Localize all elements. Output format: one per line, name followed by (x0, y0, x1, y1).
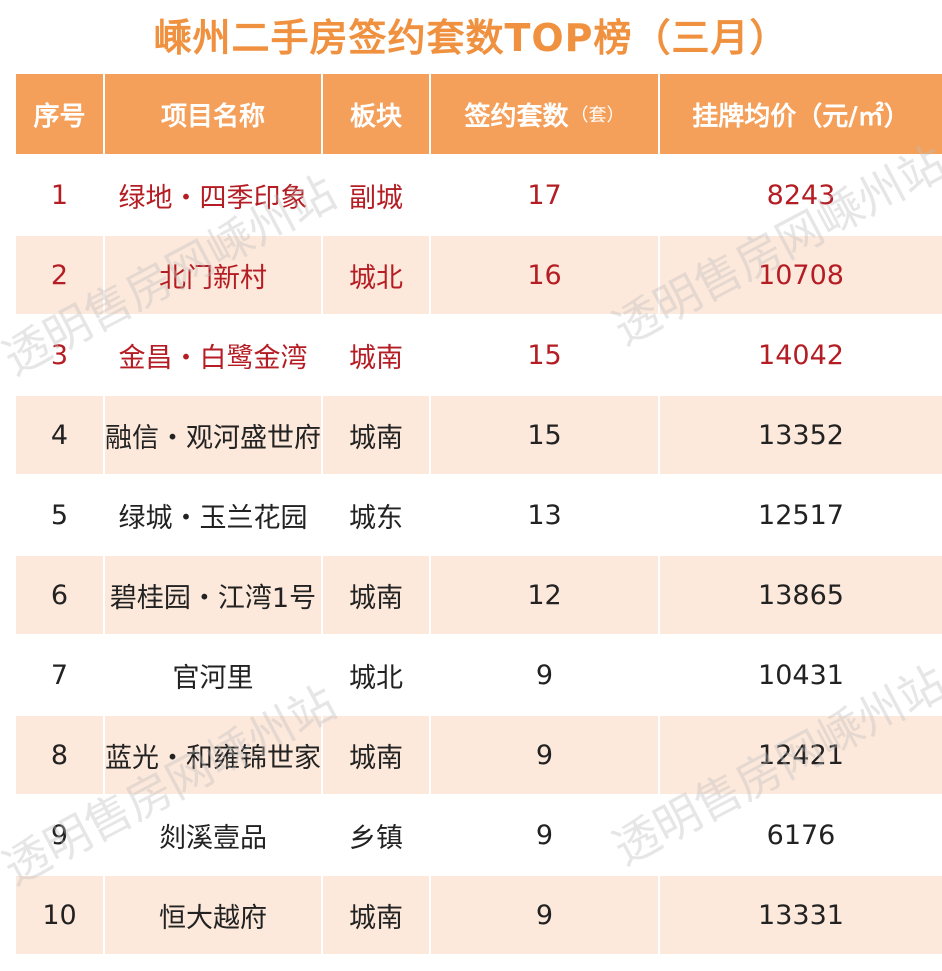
row-district: 城南 (323, 316, 431, 394)
row-district: 城北 (323, 636, 431, 714)
table-row: 2 北门新村 城北 16 10708 (16, 236, 942, 316)
row-index: 5 (16, 476, 105, 554)
table-row: 3 金昌・白鹭金湾 城南 15 14042 (16, 316, 942, 396)
row-price: 13865 (758, 579, 844, 611)
header-project: 项目名称 (105, 74, 323, 154)
header-count-unit: （套） (570, 105, 625, 126)
page-title: 嵊州二手房签约套数TOP榜（三月） (153, 16, 789, 60)
header-index: 序号 (16, 74, 105, 154)
row-district: 乡镇 (323, 796, 431, 874)
row-count: 9 (431, 796, 660, 874)
row-price: 13352 (758, 419, 844, 451)
row-count: 15 (431, 396, 660, 474)
row-price: 10431 (758, 659, 844, 691)
row-index: 10 (16, 876, 105, 954)
table-row: 7 官河里 城北 9 10431 (16, 636, 942, 716)
header-price: 挂牌均价（元/㎡） (692, 101, 910, 132)
table-row: 6 碧桂园・江湾1号 城南 12 13865 (16, 556, 942, 636)
row-project: 绿城・玉兰花园 (105, 476, 323, 554)
row-project: 蓝光・和雍锦世家 (105, 716, 323, 794)
ranking-table: 序号 项目名称 板块 签约套数 （套） 挂牌均价（元/㎡） 1 绿地・四季印象 副… (16, 74, 942, 956)
row-index: 7 (16, 636, 105, 714)
row-count: 13 (431, 476, 660, 554)
row-project: 金昌・白鹭金湾 (105, 316, 323, 394)
row-index: 1 (16, 156, 105, 234)
row-price: 6176 (766, 819, 836, 851)
row-project: 绿地・四季印象 (105, 156, 323, 234)
header-count: 签约套数 （套） (431, 74, 660, 154)
row-price: 13331 (758, 899, 844, 931)
table-row: 5 绿城・玉兰花园 城东 13 12517 (16, 476, 942, 556)
row-project: 北门新村 (105, 236, 323, 314)
row-district: 城南 (323, 876, 431, 954)
row-count: 9 (431, 876, 660, 954)
row-project: 恒大越府 (105, 876, 323, 954)
row-count: 15 (431, 316, 660, 394)
row-index: 2 (16, 236, 105, 314)
table-row: 10 恒大越府 城南 9 13331 (16, 876, 942, 956)
row-count: 12 (431, 556, 660, 634)
row-count: 9 (431, 636, 660, 714)
row-district: 副城 (323, 156, 431, 234)
row-index: 4 (16, 396, 105, 474)
row-price: 12517 (758, 499, 844, 531)
row-price: 8243 (766, 179, 836, 211)
row-count: 16 (431, 236, 660, 314)
row-price: 10708 (758, 259, 844, 291)
header-count-label: 签约套数 (464, 101, 569, 132)
table-row: 1 绿地・四季印象 副城 17 8243 (16, 156, 942, 236)
row-count: 9 (431, 716, 660, 794)
row-price: 12421 (758, 739, 844, 771)
row-district: 城东 (323, 476, 431, 554)
table-row: 9 剡溪壹品 乡镇 9 6176 (16, 796, 942, 876)
row-price: 14042 (758, 339, 844, 371)
row-index: 9 (16, 796, 105, 874)
row-district: 城北 (323, 236, 431, 314)
row-district: 城南 (323, 556, 431, 634)
row-project: 官河里 (105, 636, 323, 714)
row-project: 碧桂园・江湾1号 (105, 556, 323, 634)
row-count: 17 (431, 156, 660, 234)
row-project: 剡溪壹品 (105, 796, 323, 874)
table-row: 4 融信・观河盛世府 城南 15 13352 (16, 396, 942, 476)
row-index: 3 (16, 316, 105, 394)
row-project: 融信・观河盛世府 (105, 396, 323, 474)
header-district: 板块 (323, 74, 431, 154)
table-header-row: 序号 项目名称 板块 签约套数 （套） 挂牌均价（元/㎡） (16, 74, 942, 156)
row-district: 城南 (323, 716, 431, 794)
table-row: 8 蓝光・和雍锦世家 城南 9 12421 (16, 716, 942, 796)
row-index: 6 (16, 556, 105, 634)
row-index: 8 (16, 716, 105, 794)
row-district: 城南 (323, 396, 431, 474)
